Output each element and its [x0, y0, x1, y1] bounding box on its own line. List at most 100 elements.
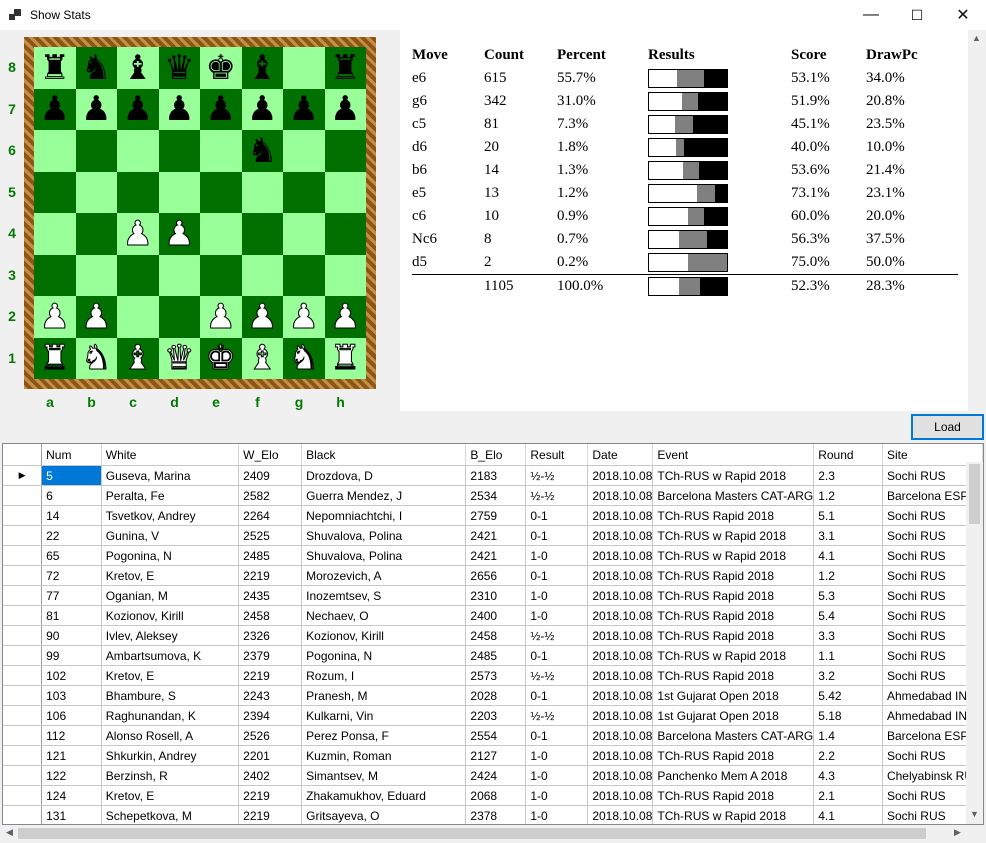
- square-h6[interactable]: [324, 130, 366, 172]
- cell-black[interactable]: Gritsayeva, O: [301, 805, 467, 824]
- cell-white[interactable]: Peralta, Fe: [101, 485, 240, 506]
- cell-site[interactable]: Sochi RUS: [882, 545, 983, 566]
- cell-round[interactable]: 1.2: [813, 485, 883, 506]
- square-c8[interactable]: ♝: [117, 47, 159, 89]
- cell-num[interactable]: 131: [41, 805, 102, 824]
- black-rook-icon[interactable]: ♜: [330, 47, 361, 88]
- square-a3[interactable]: [34, 254, 76, 296]
- table-row[interactable]: 77 Oganian, M 2435 Inozemtsev, S 2310 1-0 2018…: [3, 585, 983, 606]
- cell-w-elo[interactable]: 2458: [238, 605, 303, 626]
- cell-date[interactable]: 2018.10.08: [587, 485, 654, 506]
- scroll-down-arrow-icon[interactable]: ▼: [970, 809, 979, 819]
- square-g8[interactable]: [283, 47, 325, 89]
- cell-result[interactable]: 1-0: [525, 805, 589, 824]
- cell-white[interactable]: Raghunandan, K: [101, 705, 240, 726]
- cell-black[interactable]: Pranesh, M: [301, 685, 467, 706]
- cell-result[interactable]: 1-0: [525, 605, 589, 626]
- cell-result[interactable]: 1-0: [525, 545, 589, 566]
- cell-black[interactable]: Perez Ponsa, F: [301, 725, 467, 746]
- cell-w-elo[interactable]: 2326: [238, 625, 303, 646]
- cell-round[interactable]: 4.1: [813, 805, 883, 824]
- square-c3[interactable]: [117, 254, 159, 296]
- cell-date[interactable]: 2018.10.08: [587, 605, 654, 626]
- square-d5[interactable]: [158, 171, 200, 213]
- cell-date[interactable]: 2018.10.08: [587, 505, 654, 526]
- cell-event[interactable]: TCh-RUS w Rapid 2018: [652, 805, 815, 824]
- cell-round[interactable]: 3.1: [813, 525, 883, 546]
- cell-result[interactable]: ½-½: [525, 485, 589, 506]
- row-header[interactable]: [3, 785, 43, 806]
- cell-b-elo[interactable]: 2534: [465, 485, 527, 506]
- cell-w-elo[interactable]: 2525: [238, 525, 303, 546]
- cell-white[interactable]: Oganian, M: [101, 585, 240, 606]
- cell-w-elo[interactable]: 2219: [238, 665, 303, 686]
- cell-white[interactable]: Kretov, E: [101, 665, 240, 686]
- cell-date[interactable]: 2018.10.08: [587, 745, 654, 766]
- table-row[interactable]: 124 Kretov, E 2219 Zhakamukhov, Eduard 2068 1…: [3, 785, 983, 806]
- row-header[interactable]: [3, 805, 43, 824]
- cell-event[interactable]: TCh-RUS Rapid 2018: [652, 585, 815, 606]
- scroll-left-arrow-icon[interactable]: ◀: [6, 827, 13, 837]
- cell-b-elo[interactable]: 2424: [465, 765, 527, 786]
- cell-white[interactable]: Pogonina, N: [101, 545, 240, 566]
- cell-date[interactable]: 2018.10.08: [587, 805, 654, 824]
- cell-white[interactable]: Kretov, E: [101, 785, 240, 806]
- square-h8[interactable]: ♜: [324, 47, 366, 89]
- table-row[interactable]: 6 Peralta, Fe 2582 Guerra Mendez, J 2534 ½-½ 2…: [3, 485, 983, 506]
- square-a2[interactable]: ♟: [34, 296, 76, 338]
- cell-event[interactable]: Panchenko Mem A 2018: [652, 765, 815, 786]
- minimize-button[interactable]: —: [863, 6, 879, 23]
- square-e4[interactable]: [200, 213, 242, 255]
- square-b2[interactable]: ♟: [75, 296, 117, 338]
- cell-num[interactable]: 99: [41, 645, 102, 666]
- cell-num[interactable]: 102: [41, 665, 102, 686]
- row-header[interactable]: [3, 685, 43, 706]
- white-pawn-icon[interactable]: ♟: [39, 296, 71, 337]
- cell-site[interactable]: Sochi RUS: [882, 585, 983, 606]
- cell-site[interactable]: Sochi RUS: [882, 605, 983, 626]
- square-c7[interactable]: ♟: [117, 88, 159, 130]
- square-f5[interactable]: [241, 171, 283, 213]
- scroll-up-arrow-icon[interactable]: ▲: [972, 33, 981, 43]
- cell-round[interactable]: 5.3: [813, 585, 883, 606]
- cell-num[interactable]: 5: [41, 465, 102, 486]
- cell-result[interactable]: ½-½: [525, 705, 589, 726]
- cell-result[interactable]: 0-1: [525, 565, 589, 586]
- cell-num[interactable]: 22: [41, 525, 102, 546]
- cell-black[interactable]: Simantsev, M: [301, 765, 467, 786]
- cell-site[interactable]: Sochi RUS: [882, 505, 983, 526]
- cell-site[interactable]: Sochi RUS: [882, 785, 983, 806]
- row-header-corner[interactable]: [3, 444, 43, 466]
- cell-w-elo[interactable]: 2394: [238, 705, 303, 726]
- cell-date[interactable]: 2018.10.08: [587, 645, 654, 666]
- row-header[interactable]: [3, 485, 43, 506]
- table-row[interactable]: 122 Berzinsh, R 2402 Simantsev, M 2424 1-0 201…: [3, 765, 983, 786]
- cell-round[interactable]: 2.3: [813, 465, 883, 486]
- table-row[interactable]: ▶ 5 Guseva, Marina 2409 Drozdova, D 2183 ½-½ 20…: [3, 465, 983, 486]
- row-header[interactable]: [3, 525, 43, 546]
- white-pawn-icon[interactable]: ♟: [122, 213, 154, 254]
- row-header[interactable]: [3, 645, 43, 666]
- black-pawn-icon[interactable]: ♟: [288, 89, 319, 130]
- cell-white[interactable]: Ivlev, Aleksey: [101, 625, 240, 646]
- table-row[interactable]: 103 Bhambure, S 2243 Pranesh, M 2028 0-1 2018.…: [3, 685, 983, 706]
- square-g7[interactable]: ♟: [283, 88, 325, 130]
- cell-round[interactable]: 2.2: [813, 745, 883, 766]
- cell-b-elo[interactable]: 2656: [465, 565, 527, 586]
- white-queen-icon[interactable]: ♛: [163, 338, 195, 379]
- row-header[interactable]: [3, 505, 43, 526]
- square-c2[interactable]: [117, 296, 159, 338]
- cell-w-elo[interactable]: 2219: [238, 565, 303, 586]
- table-row[interactable]: 99 Ambartsumova, K 2379 Pogonina, N 2485 0-1 2…: [3, 645, 983, 666]
- cell-date[interactable]: 2018.10.08: [587, 705, 654, 726]
- cell-event[interactable]: 1st Gujarat Open 2018: [652, 685, 815, 706]
- table-row[interactable]: 131 Schepetkova, M 2219 Gritsayeva, O 2378 1-…: [3, 805, 983, 824]
- chess-board[interactable]: ♜ ♞ ♝ ♛ ♚ ♝ ♜ ♟ ♟ ♟ ♟ ♟ ♟ ♟ ♟ ♞ ♟ ♟ ♟ ♟ ♟ ♟ ♟ ♟ ♜ ♞ ♝ ♛ ♚ ♝ ♞ ♜: [34, 47, 366, 379]
- square-d1[interactable]: ♛: [158, 337, 200, 379]
- black-pawn-icon[interactable]: ♟: [205, 89, 236, 130]
- cell-b-elo[interactable]: 2068: [465, 785, 527, 806]
- cell-b-elo[interactable]: 2310: [465, 585, 527, 606]
- square-e2[interactable]: ♟: [200, 296, 242, 338]
- cell-result[interactable]: 0-1: [525, 525, 589, 546]
- cell-b-elo[interactable]: 2400: [465, 605, 527, 626]
